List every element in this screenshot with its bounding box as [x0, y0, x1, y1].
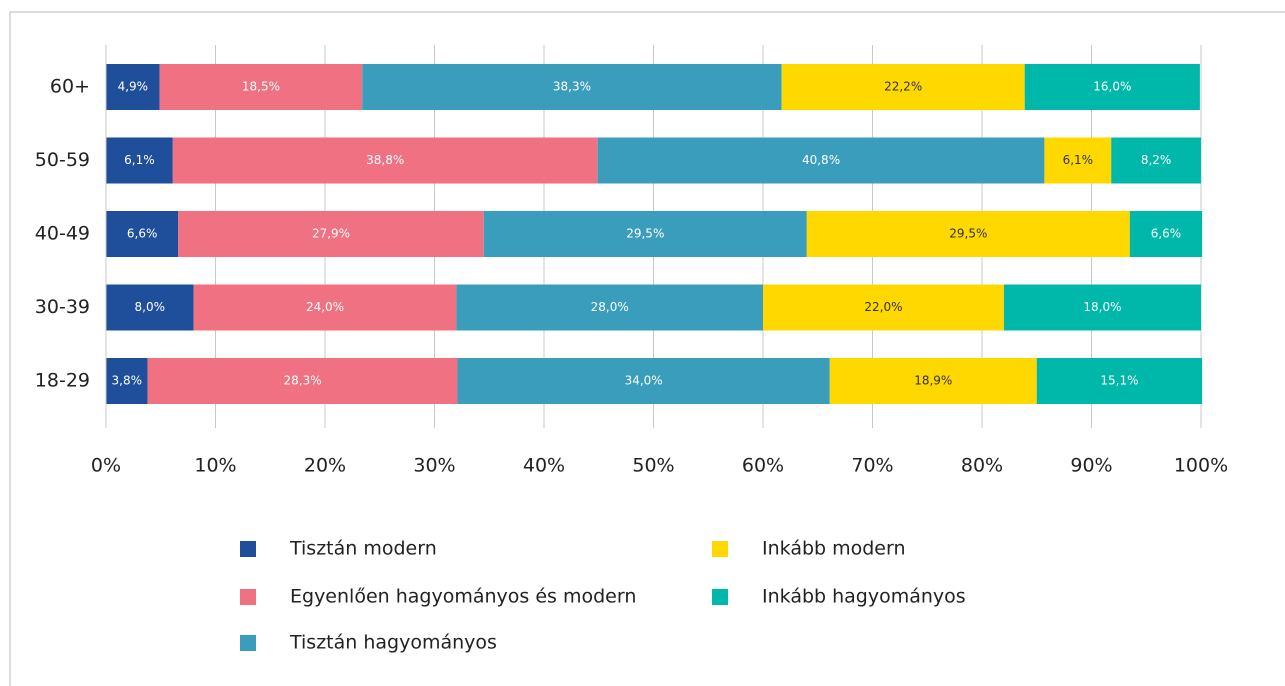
value-label: 38,3%: [553, 80, 591, 94]
x-tick-label: 100%: [1174, 455, 1228, 477]
value-label: 15,1%: [1100, 374, 1138, 388]
value-label: 24,0%: [306, 300, 344, 314]
bar-segment: [106, 358, 148, 404]
legend-label: Tisztán hagyományos: [289, 632, 497, 654]
legend-label: Tisztán modern: [289, 538, 437, 560]
value-label: 28,0%: [591, 300, 629, 314]
bar-segment: [106, 211, 179, 257]
value-label: 22,2%: [884, 80, 922, 94]
x-tick-label: 50%: [632, 455, 674, 477]
legend-swatch: [712, 589, 728, 605]
bar-segment: [763, 284, 1004, 331]
bar-segment: [1024, 64, 1200, 110]
value-label: 40,8%: [802, 153, 840, 167]
value-label: 6,6%: [127, 227, 158, 241]
x-tick-label: 80%: [961, 455, 1003, 477]
bar-segment: [106, 137, 173, 184]
value-label: 38,8%: [366, 153, 404, 167]
value-label: 22,0%: [864, 300, 902, 314]
bar-segment: [193, 284, 457, 331]
x-tick-label: 0%: [91, 455, 121, 477]
x-tick-label: 10%: [194, 455, 236, 477]
value-label: 8,2%: [1141, 153, 1172, 167]
bar-segment: [781, 64, 1025, 110]
value-label: 6,1%: [124, 153, 155, 167]
value-label: 4,9%: [118, 80, 149, 94]
bar-segment: [806, 211, 1130, 257]
bar-segment: [1111, 137, 1201, 184]
y-tick-label: 60+: [50, 76, 90, 98]
bar-segment: [1003, 284, 1201, 331]
bar-segment: [829, 358, 1037, 404]
bar-segment: [457, 358, 830, 404]
bar-segment: [597, 137, 1045, 184]
legend-label: Inkább hagyományos: [762, 586, 966, 608]
bar-segment: [106, 284, 194, 331]
y-tick-label: 50-59: [35, 149, 90, 171]
value-label: 6,6%: [1151, 227, 1182, 241]
bar-segment: [456, 284, 763, 331]
legend-label: Inkább modern: [762, 538, 906, 560]
x-tick-label: 60%: [742, 455, 784, 477]
legend-swatch: [712, 541, 728, 557]
value-label: 3,8%: [112, 374, 143, 388]
bar-segment: [1036, 358, 1203, 404]
value-label: 18,9%: [914, 374, 952, 388]
legend-label: Egyenlően hagyományos és modern: [290, 586, 636, 608]
value-label: 28,3%: [283, 374, 321, 388]
bar-segment: [362, 64, 782, 110]
legend-swatch: [240, 589, 256, 605]
value-label: 27,9%: [312, 227, 350, 241]
bar-segment: [172, 137, 598, 184]
value-label: 29,5%: [626, 227, 664, 241]
legend-swatch: [240, 541, 256, 557]
y-tick-label: 18-29: [35, 370, 90, 392]
bar-segment: [159, 64, 363, 110]
value-label: 34,0%: [625, 374, 663, 388]
bar-segment: [483, 211, 807, 257]
value-label: 18,5%: [242, 80, 280, 94]
value-label: 29,5%: [949, 227, 987, 241]
value-label: 18,0%: [1083, 300, 1121, 314]
x-tick-label: 20%: [304, 455, 346, 477]
y-tick-label: 30-39: [35, 296, 90, 318]
legend-swatch: [240, 635, 256, 651]
frame: [9, 11, 1285, 686]
value-label: 8,0%: [135, 300, 166, 314]
bar-segment: [178, 211, 484, 257]
x-tick-label: 30%: [413, 455, 455, 477]
x-tick-label: 70%: [851, 455, 893, 477]
x-tick-label: 40%: [523, 455, 565, 477]
value-label: 16,0%: [1093, 80, 1131, 94]
bar-segment: [106, 64, 160, 110]
bar-segment: [1129, 211, 1203, 257]
bar-segment: [1044, 137, 1112, 184]
y-tick-label: 40-49: [35, 223, 90, 245]
value-label: 6,1%: [1063, 153, 1094, 167]
x-tick-label: 90%: [1070, 455, 1112, 477]
bar-segment: [147, 358, 458, 404]
